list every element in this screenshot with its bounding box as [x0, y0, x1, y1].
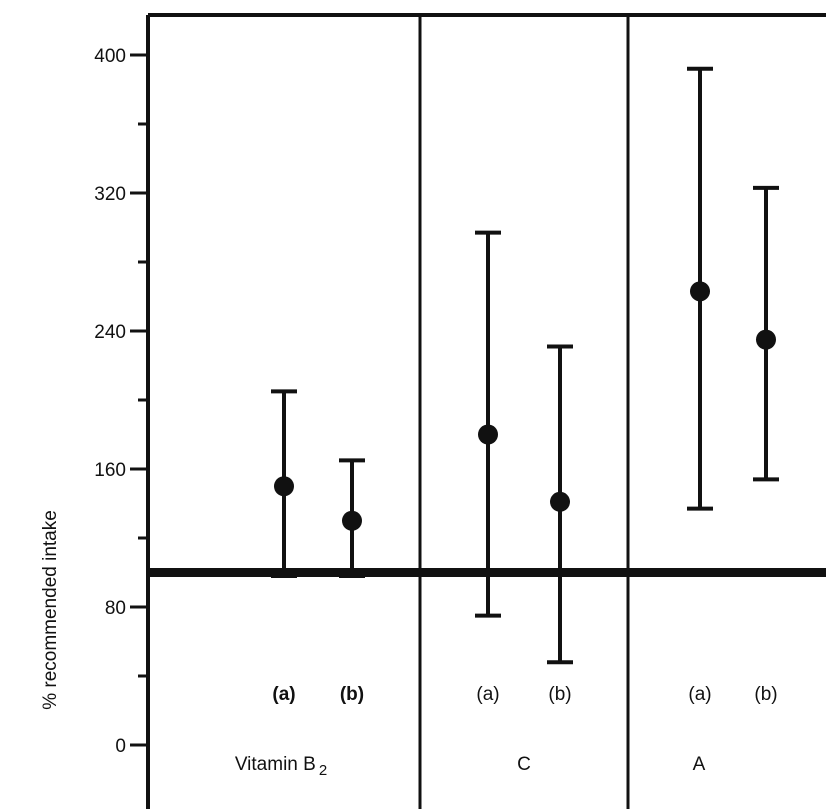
y-tick-label: 160 — [94, 460, 126, 481]
category-label: (a) — [688, 684, 711, 705]
category-label: (b) — [754, 684, 777, 705]
category-label: (b) — [548, 684, 571, 705]
y-tick-label: 240 — [94, 322, 126, 343]
mean-point — [550, 491, 570, 512]
y-tick-label: 320 — [94, 184, 126, 205]
category-label: (a) — [476, 684, 499, 705]
mean-point — [690, 281, 710, 302]
y-tick-label: 400 — [94, 46, 126, 67]
y-axis-title: % recommended intake — [40, 510, 61, 710]
mean-point — [478, 424, 498, 445]
y-tick-label: 0 — [115, 736, 126, 757]
category-label: (b) — [340, 684, 364, 705]
mean-point — [756, 329, 776, 350]
group-label: A — [693, 754, 706, 775]
category-label: (a) — [272, 684, 295, 705]
y-tick-label: 80 — [105, 598, 126, 619]
mean-point — [342, 510, 362, 531]
group-label: C — [517, 754, 531, 775]
mean-point — [274, 476, 294, 497]
